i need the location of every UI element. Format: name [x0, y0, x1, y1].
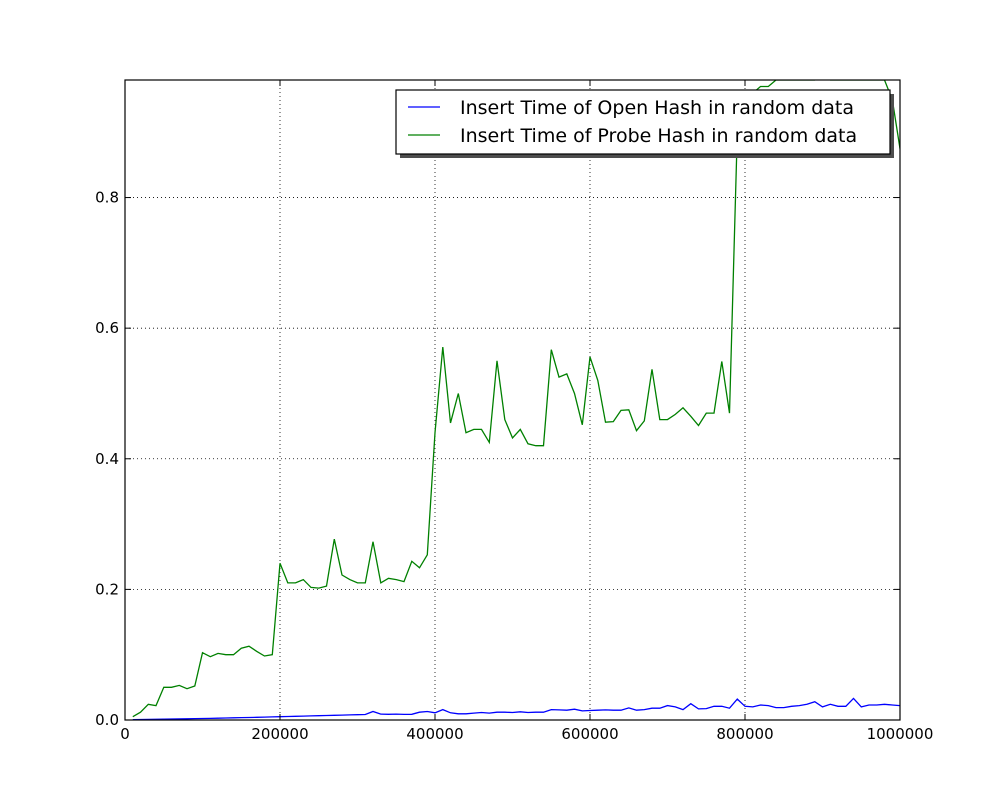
series-layer [132, 80, 900, 720]
grid-lines [125, 80, 900, 720]
legend: Insert Time of Open Hash in random data I… [395, 89, 894, 158]
y-tick-label: 0.0 [95, 711, 119, 729]
series-line-1 [132, 697, 900, 720]
axis-ticks: 0 200000 400000 600000 800000 1000000 0.0 0.2 0.… [95, 80, 933, 743]
y-tick-label: 0.6 [95, 319, 119, 337]
y-tick-label: 0.4 [95, 450, 119, 468]
x-tick-label: 0 [120, 725, 130, 743]
x-tick-label: 200000 [251, 725, 308, 743]
x-tick-label: 600000 [561, 725, 618, 743]
y-tick-label: 0.8 [95, 189, 119, 207]
plot-area [125, 80, 900, 720]
plot-frame [124, 79, 901, 721]
y-tick-label: 0.2 [95, 580, 119, 598]
series-line-2 [132, 80, 900, 718]
x-tick-label: 1000000 [867, 725, 934, 743]
legend-label: Insert Time of Probe Hash in random data [460, 125, 857, 147]
x-tick-label: 400000 [406, 725, 463, 743]
legend-box [395, 89, 891, 155]
x-tick-label: 800000 [716, 725, 773, 743]
legend-label: Insert Time of Open Hash in random data [460, 97, 854, 119]
